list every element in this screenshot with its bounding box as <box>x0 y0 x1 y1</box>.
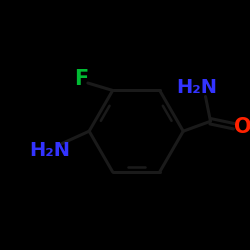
Text: F: F <box>74 69 89 89</box>
Text: H₂N: H₂N <box>176 78 217 97</box>
Text: O: O <box>234 118 250 138</box>
Text: H₂N: H₂N <box>29 142 70 161</box>
